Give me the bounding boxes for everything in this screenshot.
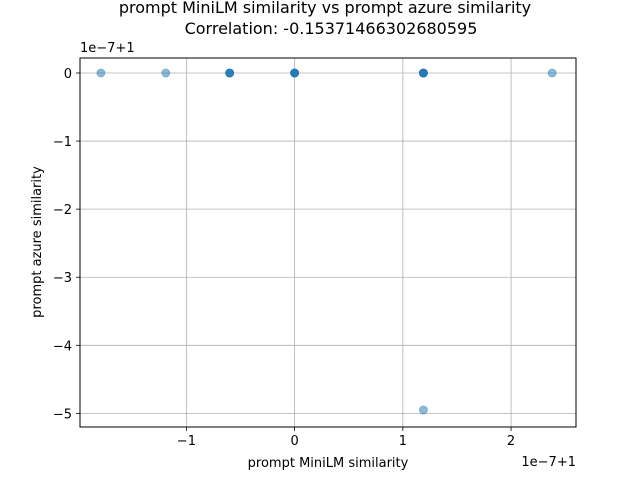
plot-background <box>80 58 576 427</box>
y-tick-label: −4 <box>53 339 72 354</box>
scatter-point <box>547 68 557 78</box>
x-gridlines <box>185 58 512 427</box>
y-axis-offset-label: 1e−7+1 <box>80 41 135 56</box>
scatter-point <box>161 68 171 78</box>
x-tick-label: 2 <box>507 434 515 449</box>
y-tick-label: 0 <box>64 67 72 82</box>
x-tick-label: 1 <box>399 434 407 449</box>
x-axis-ticks: −1 0 1 2 <box>177 427 515 449</box>
y-axis-label: prompt azure similarity <box>30 166 45 318</box>
x-tick-label: 0 <box>290 434 298 449</box>
x-tick-label: −1 <box>177 434 196 449</box>
chart-title: prompt MiniLM similarity vs prompt azure… <box>119 0 531 17</box>
y-tick-label: −3 <box>53 271 72 286</box>
scatter-point <box>419 68 428 78</box>
y-gridlines <box>80 72 576 414</box>
x-axis-offset-label: 1e−7+1 <box>521 455 576 470</box>
y-tick-label: −1 <box>53 135 72 150</box>
y-axis-ticks: 0 −1 −2 −3 −4 −5 <box>53 67 80 422</box>
data-points <box>96 68 557 415</box>
plot-frame <box>79 57 577 428</box>
scatter-point <box>419 405 428 415</box>
scatter-point <box>290 68 300 78</box>
scatter-point <box>225 68 235 78</box>
scatter-point <box>96 68 106 78</box>
y-tick-label: −5 <box>53 407 72 422</box>
plot-area <box>79 57 577 428</box>
x-axis-label: prompt MiniLM similarity <box>248 456 409 471</box>
y-tick-label: −2 <box>53 203 72 218</box>
chart-subtitle: Correlation: -0.15371466302680595 <box>185 19 478 38</box>
